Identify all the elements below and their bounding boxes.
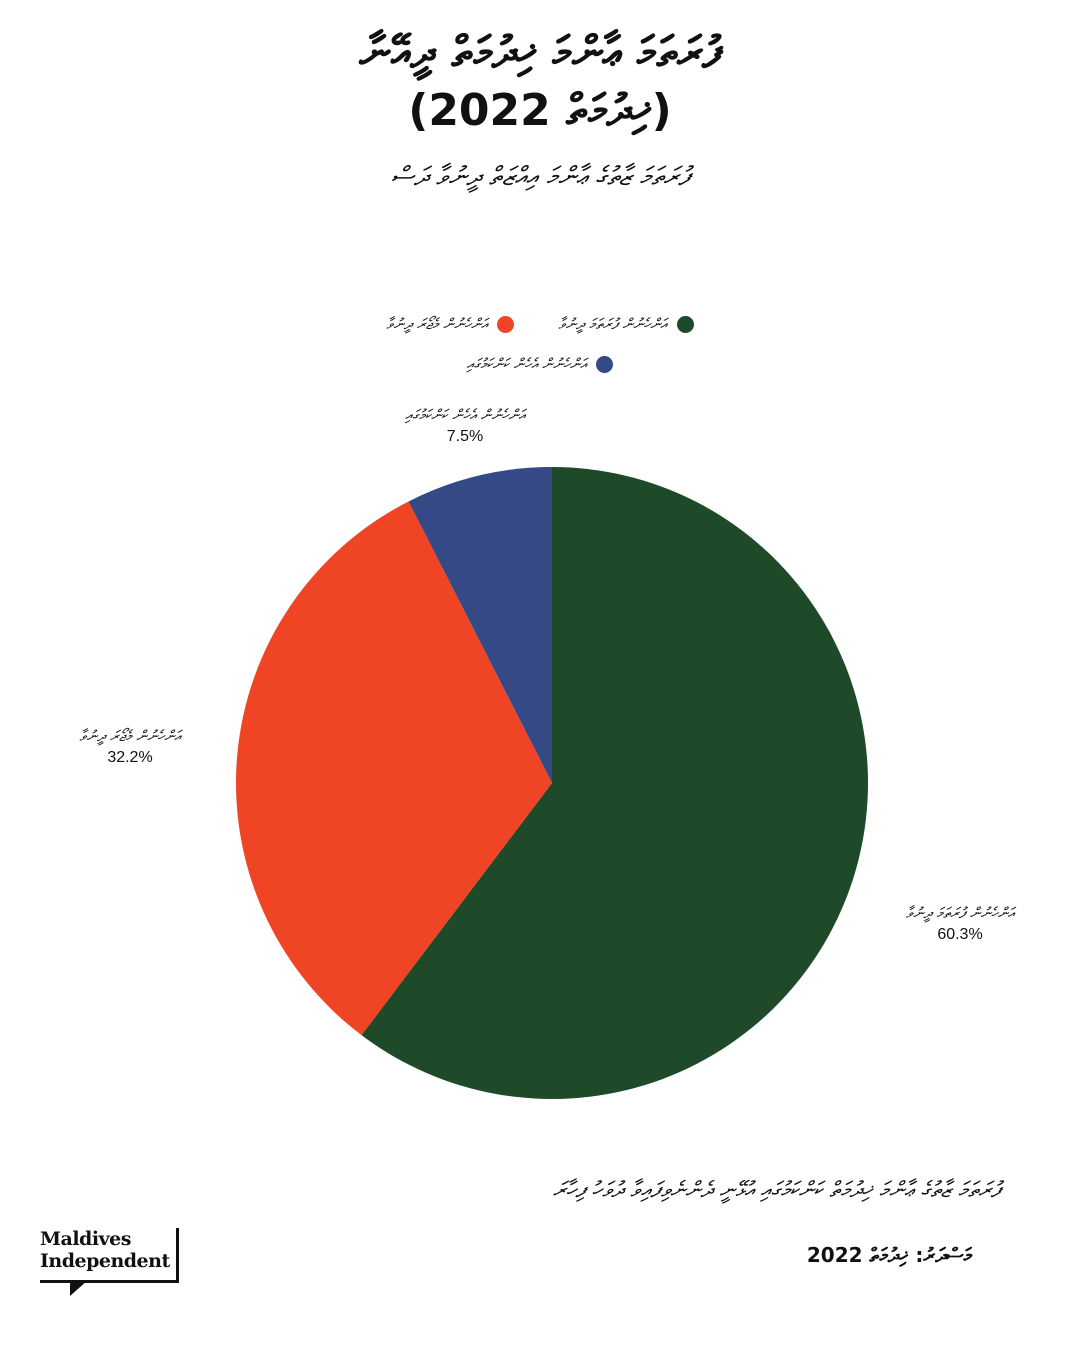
legend-item-1: އަންހެނުން މެޖޯރަ ދީނުވާ [386, 315, 515, 333]
logo-speech-tail [70, 1280, 88, 1296]
source-note: މަސްދަރު: ޚިދުމަތް 2022 [806, 1243, 972, 1267]
footnote: ފުރަތަމަ ޒާތުގެ ޢާންމަ ޚިދުމަތް ކަންކަމު… [552, 1178, 1000, 1203]
chart-subtitle: ފުރަތަމަ ޒާތުގެ ޢާންމަ އިއްޒަތް ދީނުވާ ދ… [390, 162, 690, 192]
slice-label-0-name: އަންހެނުން ފުރަތަމަ ދީނުވާ [905, 904, 1015, 922]
legend-row-1: އަންހެނުން މެޖޯރަ ދީނުވާ އަންހެނުން ފުރަ… [0, 304, 1080, 344]
chart-title-line-1: ފުރަތަމަ ޢާންމަ ޚިދުމަތް ދީއޭނާ [359, 27, 721, 78]
slice-label-1: އަންހެނުން މެޖޯރަ ދީނުވާ 32.2% [20, 725, 240, 769]
slice-label-0: އަންހެނުން ފުރަތަމަ ދީނުވާ 60.3% [860, 902, 1060, 946]
maldives-independent-logo: Maldives Independent [40, 1228, 179, 1298]
pie-slice-2 [408, 467, 552, 783]
slice-label-1-name: އަންހެނުން މެޖޯރަ ދީނުވާ [79, 727, 181, 745]
legend-swatch-0 [676, 315, 694, 333]
pie-slice-0 [361, 467, 868, 1099]
logo-line-1: Maldives [40, 1228, 131, 1250]
legend-row-2: އަންހެނުން އެހެން ކަންކަމުގައި [0, 344, 1080, 384]
legend-item-2: އަންހެނުން އެހެން ކަންކަމުގައި [467, 355, 614, 373]
legend-item-0: އަންހެނުން ފުރަތަމަ ދީނުވާ [558, 315, 694, 333]
legend-label-1: އަންހެނުން މެޖޯރަ ދީނުވާ [386, 315, 488, 333]
slice-label-2-value: 7.5% [446, 428, 484, 445]
legend-swatch-1 [497, 315, 515, 333]
legend-label-2: އަންހެނުން އެހެން ކަންކަމުގައި [466, 355, 587, 373]
legend-swatch-2 [596, 355, 614, 373]
slice-label-1-value: 32.2% [107, 749, 153, 766]
chart-title-line-2: (ޚިދުމަތް 2022) [408, 85, 672, 136]
legend: އަންހެނުން މެޖޯރަ ދީނުވާ އަންހެނުން ފުރަ… [0, 304, 1080, 384]
slice-label-2-name: އަންހެނުން އެހެން ކަންކަމުގައި [405, 406, 525, 424]
legend-label-0: އަންހެނުން ފުރަތަމަ ދީނުވާ [558, 315, 667, 333]
pie-slice-1 [235, 501, 553, 1036]
logo-frame [40, 1228, 179, 1283]
title-block: ފުރަތަމަ ޢާންމަ ޚިދުމަތް ދީއޭނާ (ޚިދުމަތ… [0, 24, 1080, 193]
logo-line-2: Independent [40, 1250, 170, 1272]
slice-label-0-value: 60.3% [937, 926, 983, 943]
slice-label-2: އަންހެނުން އެހެން ކަންކަމުގައި 7.5% [330, 404, 600, 448]
